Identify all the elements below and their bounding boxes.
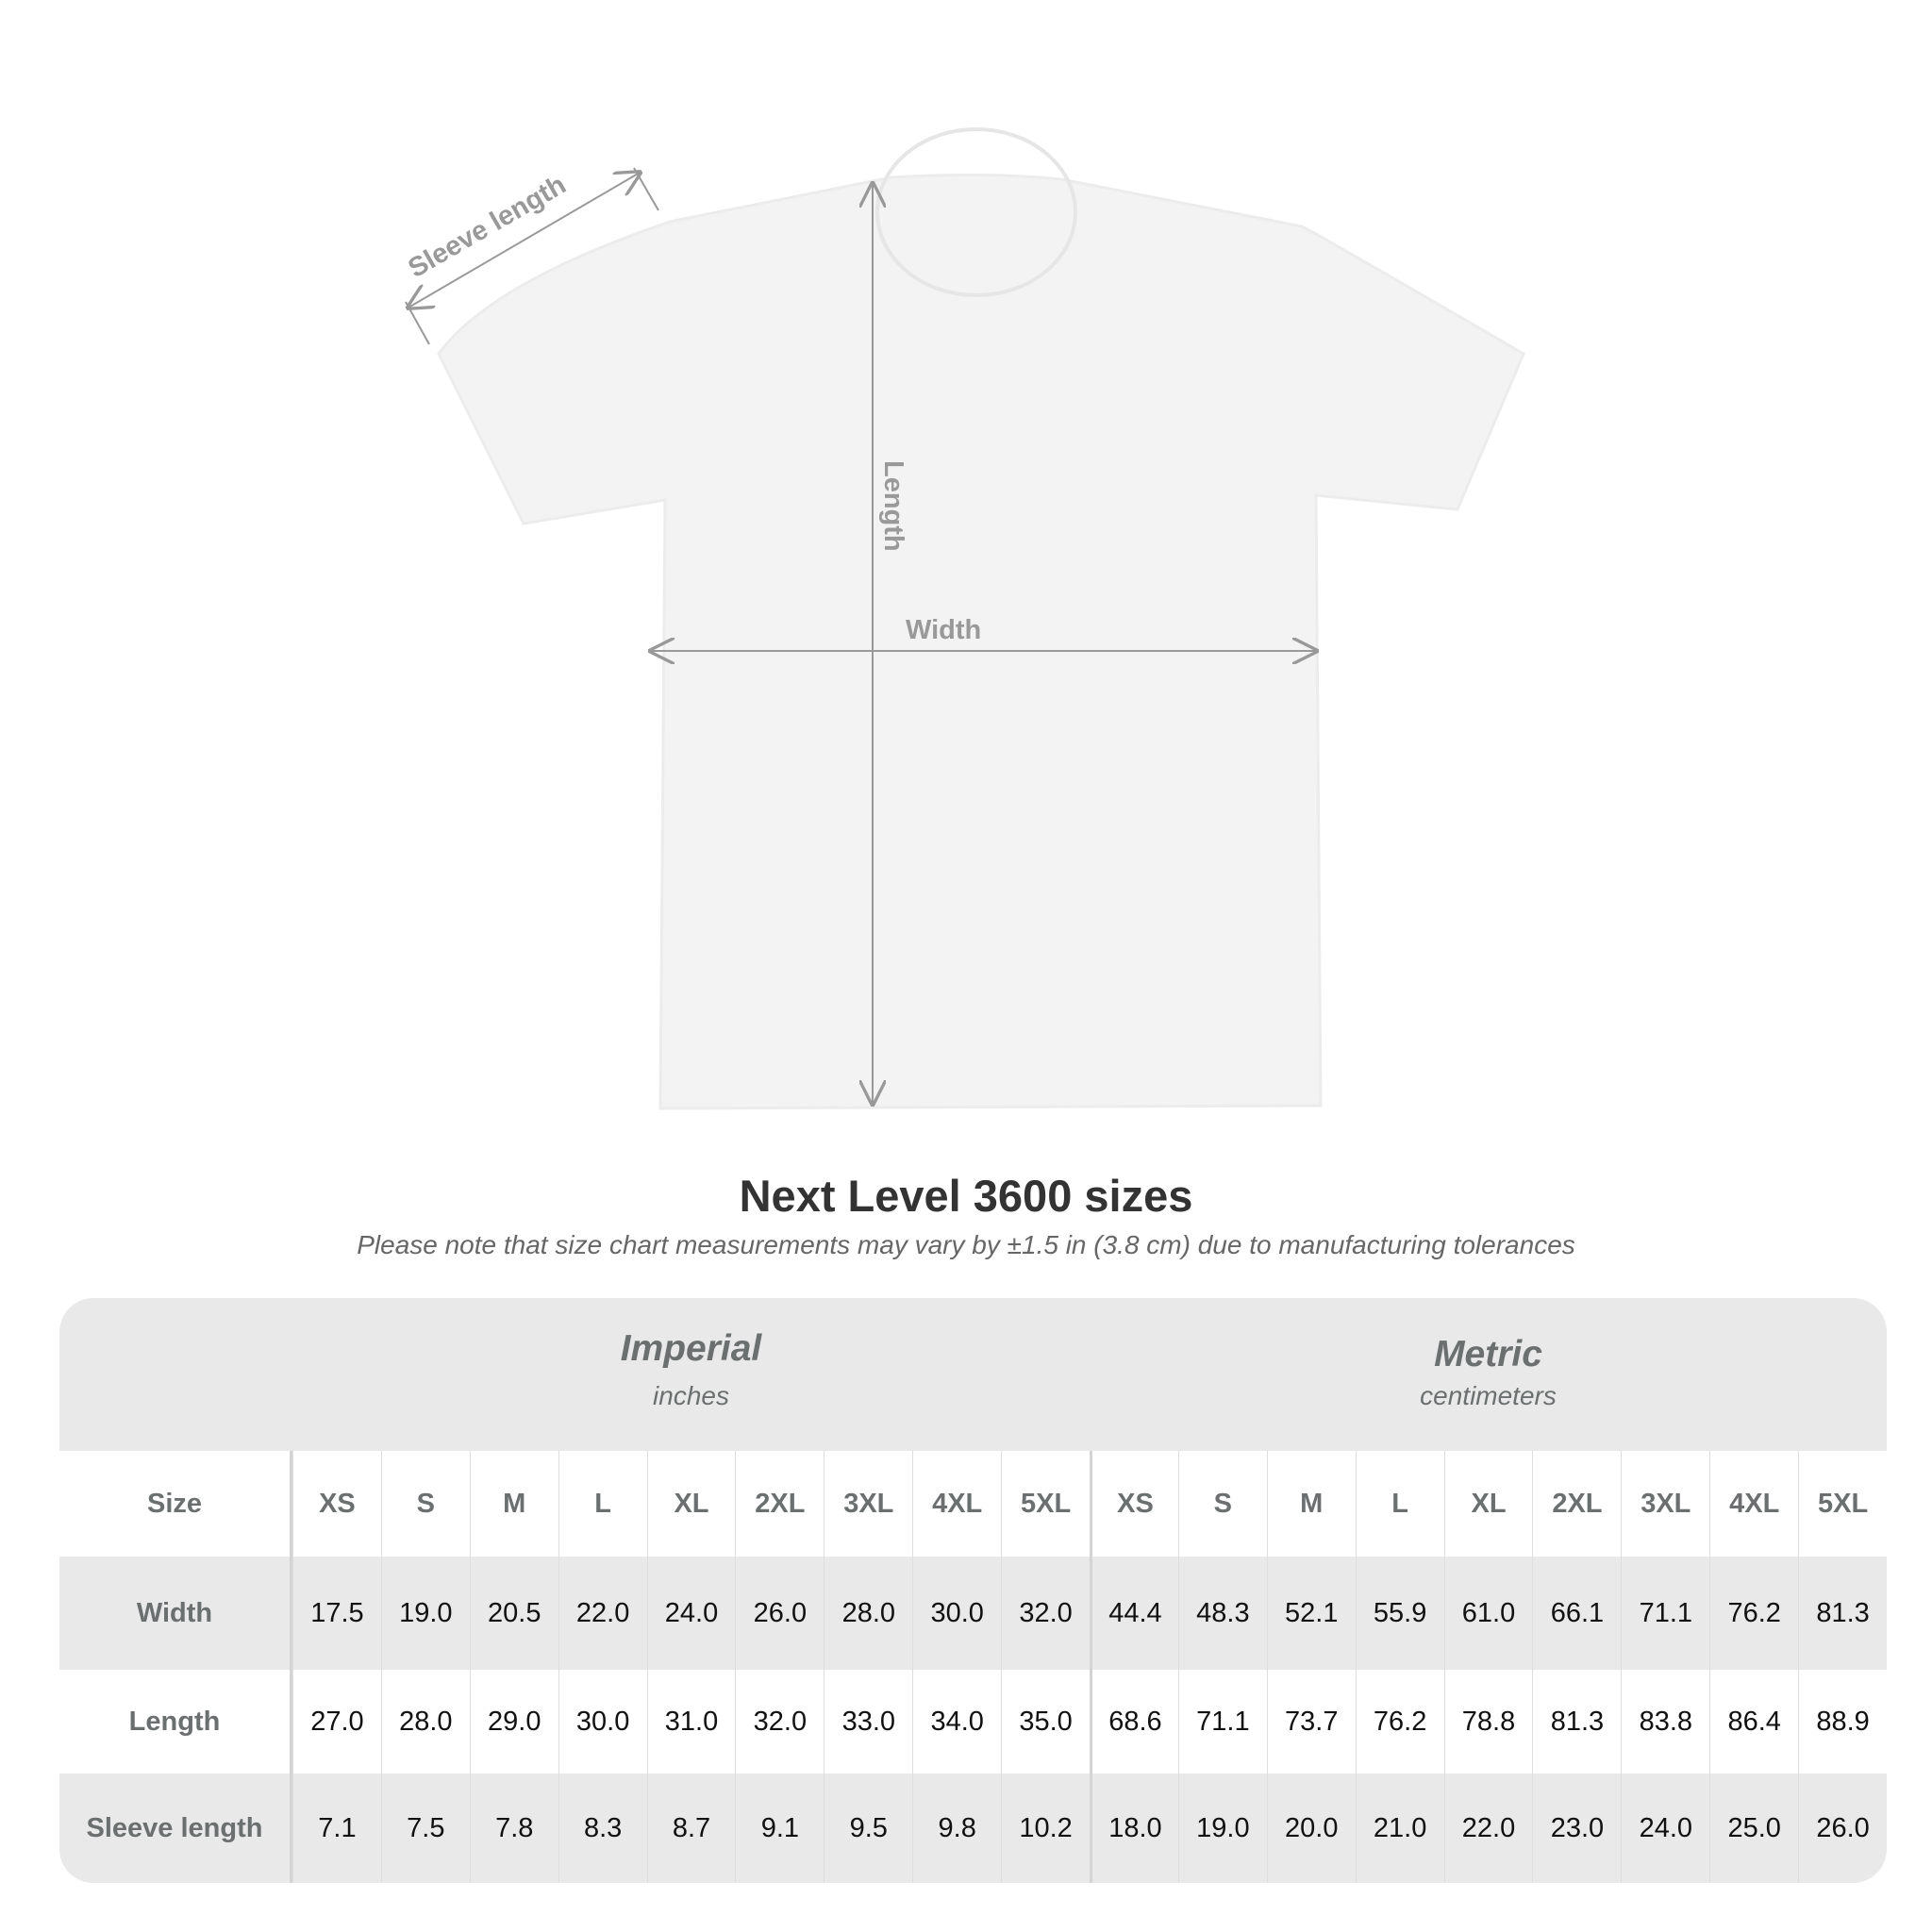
metric-size-header: 2XL <box>1532 1451 1621 1557</box>
metric-value-cell: 23.0 <box>1532 1774 1621 1883</box>
imperial-value-cell: 9.5 <box>824 1774 912 1883</box>
metric-value-cell: 88.9 <box>1798 1670 1887 1774</box>
imperial-value-cell: 17.5 <box>292 1557 381 1670</box>
metric-value-cell: 21.0 <box>1355 1774 1444 1883</box>
metric-size-header: XL <box>1443 1451 1533 1557</box>
row-label: Length <box>59 1670 292 1774</box>
metric-unit: centimeters <box>1420 1381 1557 1410</box>
imperial-size-header: L <box>558 1451 647 1557</box>
imperial-title: Imperial <box>620 1328 762 1369</box>
imperial-value-cell: 28.0 <box>380 1670 470 1774</box>
metric-value-cell: 76.2 <box>1709 1557 1798 1670</box>
metric-value-cell: 44.4 <box>1090 1557 1178 1670</box>
metric-value-cell: 66.1 <box>1532 1557 1621 1670</box>
imperial-value-cell: 32.0 <box>735 1670 824 1774</box>
page-title: Next Level 3600 sizes <box>739 1171 1193 1221</box>
imperial-value-cell: 7.1 <box>292 1774 381 1883</box>
table-row: Length 27.0 28.0 29.0 30.0 31.0 32.0 33.0 34.0 35… <box>59 1670 1887 1774</box>
imperial-value-cell: 19.0 <box>380 1557 470 1670</box>
metric-value-cell: 22.0 <box>1443 1774 1533 1883</box>
sleeve-arrow <box>408 173 640 308</box>
imperial-value-cell: 22.0 <box>558 1557 647 1670</box>
imperial-value-cell: 30.0 <box>912 1557 1001 1670</box>
metric-value-cell: 73.7 <box>1266 1670 1356 1774</box>
imperial-value-cell: 28.0 <box>824 1557 912 1670</box>
table-row: Sleeve length 7.1 7.5 7.8 8.3 8.7 9.1 9.5 9.8 10.… <box>59 1774 1887 1883</box>
metric-size-header: L <box>1355 1451 1444 1557</box>
imperial-size-header: 3XL <box>824 1451 912 1557</box>
size-table: Imperial inches Metric centimeters Size X… <box>59 1298 1887 1883</box>
imperial-value-cell: 9.8 <box>912 1774 1001 1883</box>
imperial-unit: inches <box>653 1381 729 1410</box>
imperial-size-header: M <box>469 1451 558 1557</box>
imperial-size-header: S <box>380 1451 470 1557</box>
imperial-value-cell: 35.0 <box>1001 1670 1090 1774</box>
tolerance-note: Please note that size chart measurements… <box>357 1230 1575 1259</box>
metric-value-cell: 81.3 <box>1532 1670 1621 1774</box>
size-header-row: Size XS S M L XL 2XL 3XL 4XL 5XL XS S M L XL 2XL 3XL 4XL 5… <box>59 1451 1887 1557</box>
imperial-value-cell: 31.0 <box>646 1670 736 1774</box>
imperial-value-cell: 20.5 <box>469 1557 558 1670</box>
imperial-value-cell: 26.0 <box>735 1557 824 1670</box>
row-label: Width <box>59 1557 292 1670</box>
metric-header: Metric centimeters <box>1090 1298 1887 1451</box>
length-label: Length <box>878 460 908 552</box>
metric-value-cell: 61.0 <box>1443 1557 1533 1670</box>
metric-value-cell: 48.3 <box>1177 1557 1267 1670</box>
metric-value-cell: 86.4 <box>1709 1670 1798 1774</box>
metric-value-cell: 81.3 <box>1798 1557 1887 1670</box>
metric-value-cell: 52.1 <box>1266 1557 1356 1670</box>
imperial-value-cell: 8.3 <box>558 1774 647 1883</box>
metric-size-header: 4XL <box>1709 1451 1798 1557</box>
metric-value-cell: 71.1 <box>1621 1557 1709 1670</box>
metric-value-cell: 83.8 <box>1621 1670 1709 1774</box>
row-label: Sleeve length <box>59 1774 292 1883</box>
metric-value-cell: 55.9 <box>1355 1557 1444 1670</box>
metric-title: Metric <box>1434 1334 1542 1374</box>
imperial-value-cell: 24.0 <box>646 1557 736 1670</box>
imperial-value-cell: 7.8 <box>469 1774 558 1883</box>
metric-value-cell: 68.6 <box>1090 1670 1178 1774</box>
imperial-size-header: 2XL <box>735 1451 824 1557</box>
imperial-value-cell: 9.1 <box>735 1774 824 1883</box>
imperial-value-cell: 32.0 <box>1001 1557 1090 1670</box>
tshirt-diagram: Sleeve length Length Width <box>0 0 1525 1110</box>
metric-size-header: M <box>1266 1451 1356 1557</box>
imperial-value-cell: 30.0 <box>558 1670 647 1774</box>
metric-value-cell: 26.0 <box>1798 1774 1887 1883</box>
imperial-size-header: XS <box>292 1451 381 1557</box>
size-label: Size <box>59 1451 292 1557</box>
metric-value-cell: 19.0 <box>1177 1774 1267 1883</box>
metric-size-header: S <box>1177 1451 1267 1557</box>
imperial-value-cell: 27.0 <box>292 1670 381 1774</box>
imperial-size-header: XL <box>646 1451 736 1557</box>
imperial-value-cell: 8.7 <box>646 1774 736 1883</box>
metric-size-header: 5XL <box>1798 1451 1887 1557</box>
metric-value-cell: 18.0 <box>1090 1774 1178 1883</box>
imperial-value-cell: 34.0 <box>912 1670 1001 1774</box>
metric-value-cell: 78.8 <box>1443 1670 1533 1774</box>
imperial-value-cell: 29.0 <box>469 1670 558 1774</box>
metric-size-header: XS <box>1090 1451 1178 1557</box>
table-row: Width 17.5 19.0 20.5 22.0 24.0 26.0 28.0 30.0 32.… <box>59 1557 1887 1670</box>
metric-value-cell: 25.0 <box>1709 1774 1798 1883</box>
imperial-size-header: 5XL <box>1001 1451 1090 1557</box>
metric-value-cell: 71.1 <box>1177 1670 1267 1774</box>
metric-value-cell: 20.0 <box>1266 1774 1356 1883</box>
metric-value-cell: 24.0 <box>1621 1774 1709 1883</box>
imperial-value-cell: 7.5 <box>380 1774 470 1883</box>
imperial-value-cell: 10.2 <box>1001 1774 1090 1883</box>
metric-size-header: 3XL <box>1621 1451 1709 1557</box>
imperial-header: Imperial inches <box>292 1298 1090 1451</box>
width-label: Width <box>906 615 981 645</box>
metric-value-cell: 76.2 <box>1355 1670 1444 1774</box>
imperial-size-header: 4XL <box>912 1451 1001 1557</box>
imperial-value-cell: 33.0 <box>824 1670 912 1774</box>
